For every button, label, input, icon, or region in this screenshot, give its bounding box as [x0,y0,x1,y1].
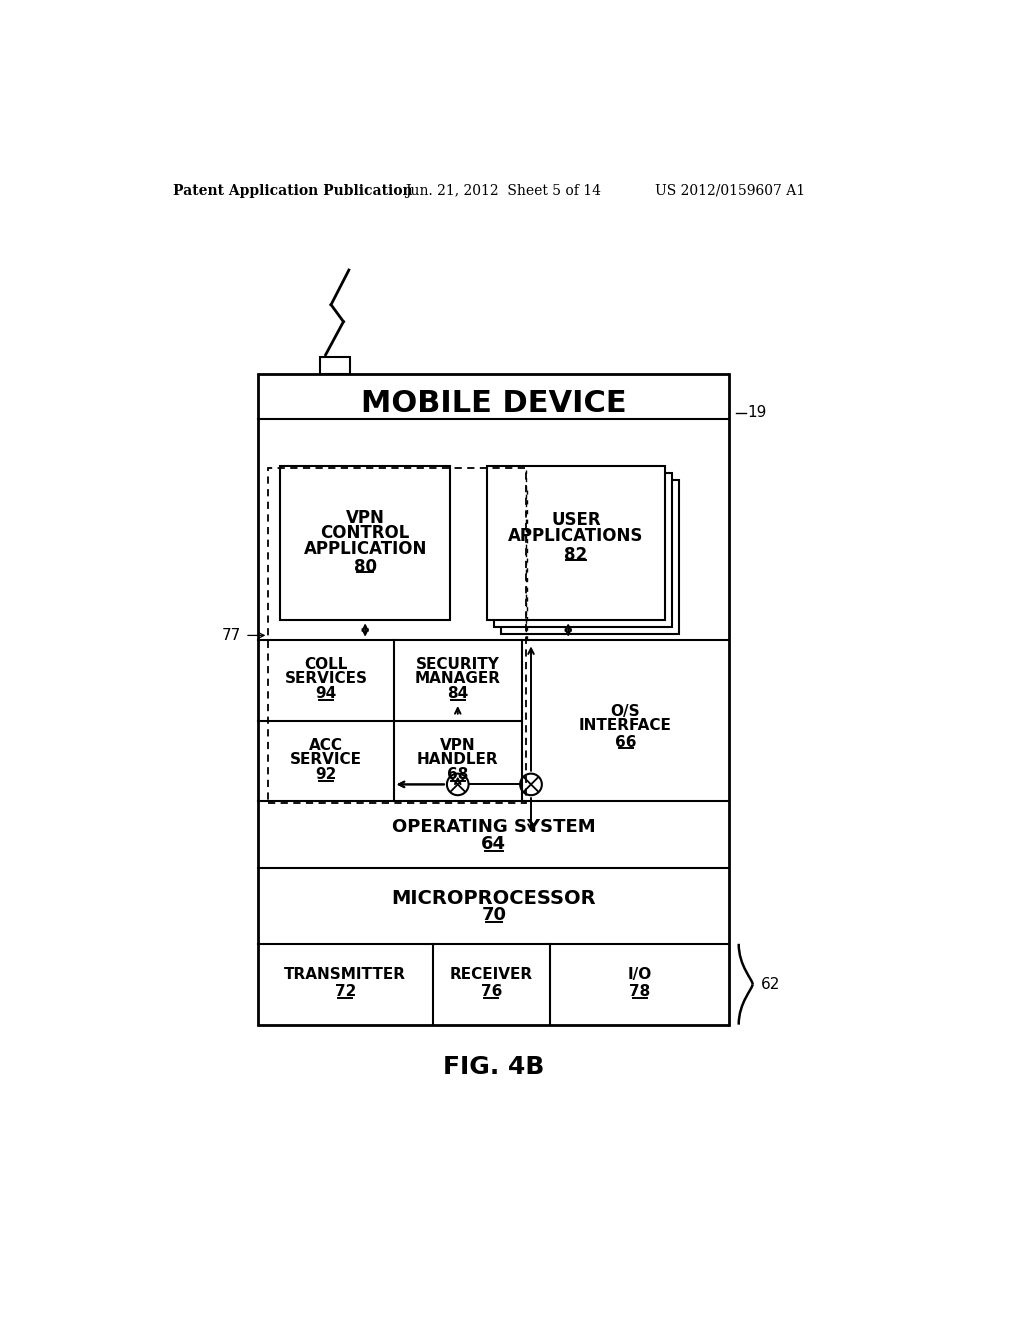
Text: USER: USER [551,511,601,529]
Text: 72: 72 [335,985,356,999]
Text: 82: 82 [564,546,588,564]
Text: SERVICE: SERVICE [290,752,362,767]
Bar [268,469,525,803]
Text: COLL: COLL [304,657,348,672]
Text: SECURITY: SECURITY [416,657,500,672]
Text: 62: 62 [761,977,779,991]
Text: TRANSMITTER: TRANSMITTER [285,968,407,982]
Bar [321,356,349,374]
Text: MICROPROCESSOR: MICROPROCESSOR [391,888,596,908]
Text: RECEIVER: RECEIVER [450,968,534,982]
Bar [280,466,451,620]
Text: SERVICES: SERVICES [285,671,368,686]
Text: 92: 92 [315,767,337,783]
Text: 80: 80 [353,557,377,576]
Text: 94: 94 [315,686,337,701]
Text: US 2012/0159607 A1: US 2012/0159607 A1 [655,183,805,198]
Text: 84: 84 [447,686,468,701]
Text: HANDLER: HANDLER [417,752,499,767]
Bar [501,480,679,635]
Text: CONTROL: CONTROL [321,524,410,543]
Text: VPN: VPN [440,738,475,752]
Bar [494,474,672,627]
Text: 70: 70 [481,907,506,924]
Text: APPLICATION: APPLICATION [303,540,427,558]
Text: Patent Application Publication: Patent Application Publication [173,183,413,198]
Text: VPN: VPN [346,510,385,527]
Text: 68: 68 [447,767,468,783]
Text: FIG. 4B: FIG. 4B [443,1055,545,1078]
Text: INTERFACE: INTERFACE [580,718,672,733]
Text: 78: 78 [629,985,650,999]
Text: 66: 66 [614,734,636,750]
Bar [258,374,729,1024]
Text: Jun. 21, 2012  Sheet 5 of 14: Jun. 21, 2012 Sheet 5 of 14 [406,183,601,198]
Text: I/O: I/O [628,968,652,982]
Text: 77: 77 [222,628,241,643]
Text: 64: 64 [481,836,506,853]
Bar [486,466,665,620]
Text: MANAGER: MANAGER [415,671,501,686]
Text: ACC: ACC [309,738,343,752]
Text: APPLICATIONS: APPLICATIONS [508,527,644,545]
Text: 19: 19 [748,405,767,420]
Text: OPERATING SYSTEM: OPERATING SYSTEM [392,818,596,836]
Text: MOBILE DEVICE: MOBILE DEVICE [361,389,627,417]
Text: 76: 76 [480,985,502,999]
Text: O/S: O/S [610,704,640,719]
